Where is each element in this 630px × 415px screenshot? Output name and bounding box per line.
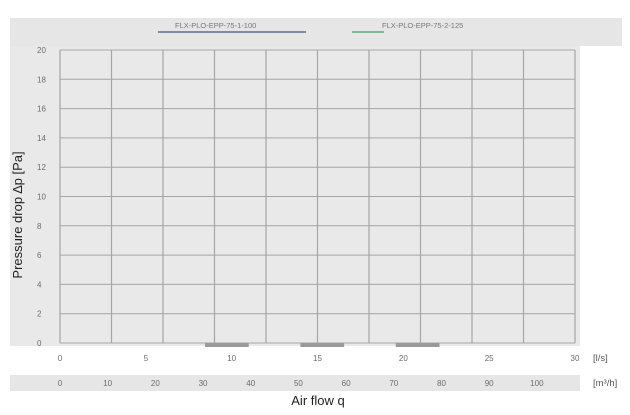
x-tick-label-primary-4: 20 <box>399 354 408 363</box>
y-tick-label-9: 18 <box>37 75 46 84</box>
y-tick-label-8: 16 <box>37 105 46 114</box>
x-tick-label-secondary-7: 70 <box>389 379 398 388</box>
x-tick-label-secondary-6: 60 <box>342 379 351 388</box>
x-tick-label-secondary-0: 0 <box>58 379 63 388</box>
secondary-axis-band <box>10 375 580 391</box>
x-tick-label-secondary-4: 40 <box>246 379 255 388</box>
x-tick-label-primary-0: 0 <box>58 354 63 363</box>
y-tick-label-5: 10 <box>37 193 46 202</box>
x-axis-unit-primary: [l/s] <box>593 353 608 364</box>
x-tick-label-secondary-3: 30 <box>199 379 208 388</box>
x-tick-label-secondary-2: 20 <box>151 379 160 388</box>
y-tick-label-7: 14 <box>37 134 46 143</box>
x-ticks-primary: 0 5 10 15 20 25 30 <box>58 354 580 363</box>
y-tick-label-6: 12 <box>37 163 46 172</box>
x-tick-label-primary-5: 25 <box>485 354 494 363</box>
y-tick-label-2: 4 <box>37 280 42 289</box>
x-tick-label-primary-1: 5 <box>144 354 149 363</box>
x-tick-label-secondary-10: 100 <box>530 379 544 388</box>
x-tick-label-primary-3: 15 <box>313 354 322 363</box>
x-tick-label-primary-6: 30 <box>571 354 580 363</box>
baseline-marker-1 <box>300 343 345 347</box>
y-ticks: 0 2 4 6 8 10 12 14 16 18 20 <box>37 46 46 348</box>
y-tick-label-0: 0 <box>37 339 42 348</box>
x-tick-label-secondary-5: 50 <box>294 379 303 388</box>
axis-markers <box>205 343 440 347</box>
x-ticks-secondary: 0 10 20 30 40 50 60 70 80 90 100 <box>58 379 544 388</box>
x-tick-label-secondary-1: 10 <box>103 379 112 388</box>
x-axis-unit-secondary: [m³/h] <box>593 378 617 389</box>
baseline-marker-0 <box>205 343 249 347</box>
y-tick-label-3: 6 <box>37 251 42 260</box>
y-tick-label-10: 20 <box>37 46 46 55</box>
x-axis-title: Air flow q <box>291 393 344 408</box>
legend: FLX-PLO-EPP-75-1-100 FLX-PLO-EPP-75-2-12… <box>158 21 463 33</box>
x-tick-label-secondary-8: 80 <box>437 379 446 388</box>
legend-band <box>10 18 622 46</box>
legend-label-series-2: FLX-PLO-EPP-75-2-125 <box>382 21 463 30</box>
legend-label-series-1: FLX-PLO-EPP-75-1-100 <box>175 21 256 30</box>
y-tick-label-1: 2 <box>37 310 42 319</box>
y-axis-title: Pressure drop ∆p [Pa] <box>10 151 25 278</box>
x-tick-label-secondary-9: 90 <box>485 379 494 388</box>
baseline-marker-2 <box>395 343 440 347</box>
y-tick-label-4: 8 <box>37 222 42 231</box>
x-tick-label-primary-2: 10 <box>227 354 236 363</box>
